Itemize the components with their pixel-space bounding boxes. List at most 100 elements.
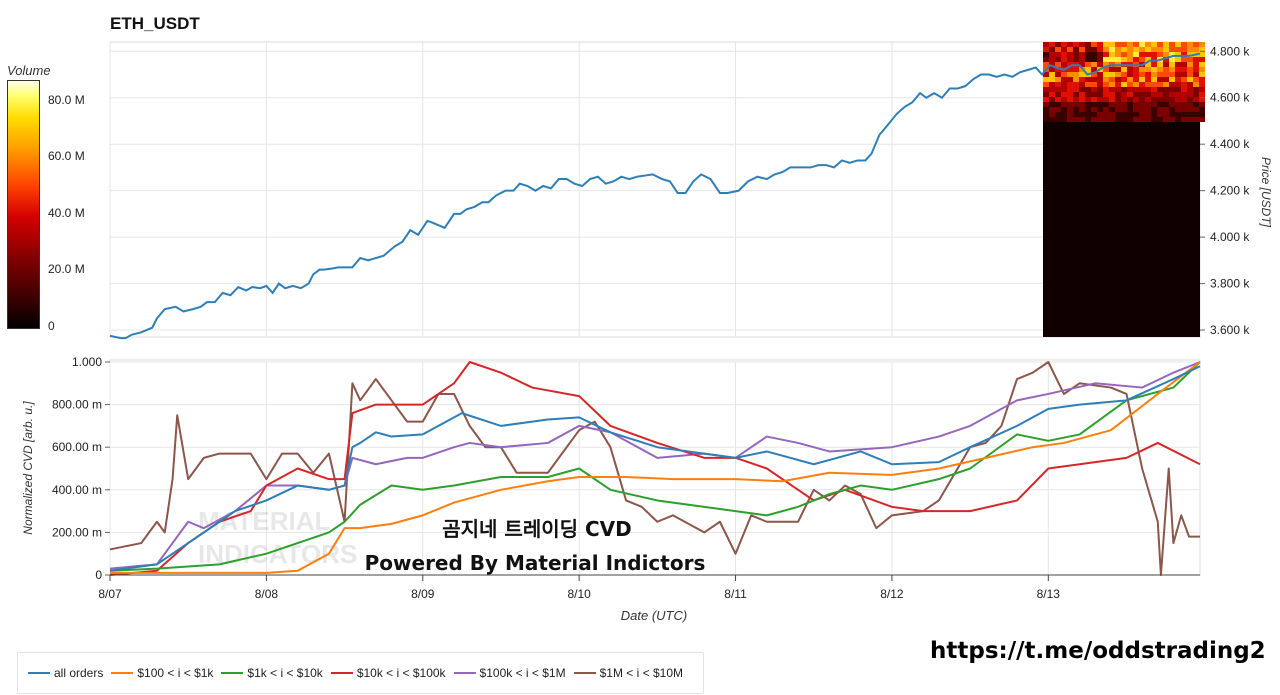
heatmap-cell (1169, 112, 1175, 117)
heatmap-cell (1079, 92, 1085, 97)
heatmap-cell (1115, 57, 1121, 62)
heatmap-cell (1181, 107, 1187, 112)
heatmap-cell (1175, 72, 1181, 77)
heatmap-cell (1163, 67, 1169, 72)
heatmap-cell (1175, 57, 1181, 62)
heatmap-cell (1157, 72, 1163, 77)
heatmap-cell (1061, 62, 1067, 67)
heatmap-cell (1097, 72, 1103, 77)
heatmap-cell (1085, 47, 1091, 52)
heatmap-cell (1157, 62, 1163, 67)
heatmap-cell (1139, 57, 1145, 62)
heatmap-cell (1085, 112, 1091, 117)
price-y-axis: 3.600 k 3.800 k 4.000 k 4.200 k 4.400 k 4.600… (1200, 44, 1250, 337)
heatmap-cell (1049, 97, 1055, 102)
cvd-tick-label: 1.000 (72, 355, 102, 369)
heatmap-cell (1115, 92, 1121, 97)
heatmap-cell (1091, 82, 1097, 87)
heatmap-cell (1043, 92, 1049, 97)
heatmap-cell (1187, 117, 1193, 122)
heatmap-cell (1097, 117, 1103, 122)
heatmap-cell (1187, 87, 1193, 92)
heatmap-cell (1079, 87, 1085, 92)
colorbar-tick: 40.0 M (48, 206, 85, 220)
cvd-lines (109, 361, 1201, 576)
heatmap-cell (1139, 102, 1145, 107)
heatmap-cell (1073, 107, 1079, 112)
heatmap-cell (1139, 87, 1145, 92)
heatmap-cell (1049, 57, 1055, 62)
heatmap-cell (1115, 72, 1121, 77)
heatmap-cell (1091, 67, 1097, 72)
legend-item[interactable]: $10k < i < $100k (330, 666, 446, 680)
heatmap-cell (1061, 102, 1067, 107)
heatmap-cell (1187, 47, 1193, 52)
heatmap-cell (1163, 92, 1169, 97)
heatmap-cell (1193, 117, 1199, 122)
heatmap-cell (1145, 97, 1151, 102)
price-line (109, 52, 1201, 340)
heatmap-cell (1067, 77, 1073, 82)
heatmap-cell (1049, 62, 1055, 67)
heatmap-cell (1175, 67, 1181, 72)
cvd-series-line (109, 361, 1200, 576)
heatmap-cell (1067, 92, 1073, 97)
legend-swatch (453, 672, 476, 674)
heatmap-cell (1157, 77, 1163, 82)
legend-swatch (111, 672, 134, 674)
heatmap-cell (1103, 67, 1109, 72)
legend-item[interactable]: $1M < i < $10M (573, 666, 683, 680)
cvd-series-line (109, 365, 1201, 572)
heatmap-cell (1169, 77, 1175, 82)
heatmap-cell (1109, 107, 1115, 112)
heatmap-cell (1109, 112, 1115, 117)
heatmap-cell (1103, 42, 1109, 47)
heatmap-cell (1049, 92, 1055, 97)
heatmap-cell (1169, 102, 1175, 107)
telegram-link[interactable]: https://t.me/oddstrading2 (930, 638, 1266, 664)
heatmap-cell (1109, 72, 1115, 77)
heatmap-cell (1109, 82, 1115, 87)
heatmap-cell (1079, 82, 1085, 87)
heatmap-cell (1043, 57, 1049, 62)
heatmap-cell (1139, 97, 1145, 102)
heatmap-cell (1061, 72, 1067, 77)
heatmap-cell (1145, 57, 1151, 62)
heatmap-cell (1121, 112, 1127, 117)
heatmap-cell (1163, 112, 1169, 117)
heatmap-cell (1103, 72, 1109, 77)
heatmap-cell (1049, 112, 1055, 117)
legend-item[interactable]: all orders (28, 666, 103, 680)
heatmap-cell (1199, 67, 1205, 72)
heatmap-cell (1163, 117, 1169, 122)
heatmap-cell (1175, 107, 1181, 112)
heatmap-cell (1121, 42, 1127, 47)
heatmap-cell (1139, 47, 1145, 52)
heatmap-cell (1133, 107, 1139, 112)
chart-title: ETH_USDT (110, 14, 200, 33)
heatmap-cell (1199, 92, 1205, 97)
heatmap-cell (1061, 112, 1067, 117)
heatmap-cell (1079, 97, 1085, 102)
legend-item[interactable]: $100 < i < $1k (111, 666, 213, 680)
heatmap-cell (1187, 67, 1193, 72)
heatmap-cell (1115, 97, 1121, 102)
heatmap-cell (1079, 117, 1085, 122)
heatmap-cell (1175, 77, 1181, 82)
heatmap-cell (1187, 62, 1193, 67)
heatmap-cell (1133, 77, 1139, 82)
heatmap-cell (1145, 107, 1151, 112)
heatmap-cell (1109, 52, 1115, 57)
heatmap-cell (1181, 67, 1187, 72)
heatmap-cell (1085, 62, 1091, 67)
heatmap-cell (1127, 72, 1133, 77)
legend-item[interactable]: $1k < i < $10k (221, 666, 323, 680)
heatmap-cell (1181, 52, 1187, 57)
heatmap-cell (1067, 62, 1073, 67)
heatmap-cell (1193, 42, 1199, 47)
heatmap-cell (1163, 47, 1169, 52)
legend-item[interactable]: $100k < i < $1M (453, 666, 566, 680)
heatmap-cell (1187, 52, 1193, 57)
heatmap-cell (1193, 82, 1199, 87)
heatmap-cell (1181, 77, 1187, 82)
